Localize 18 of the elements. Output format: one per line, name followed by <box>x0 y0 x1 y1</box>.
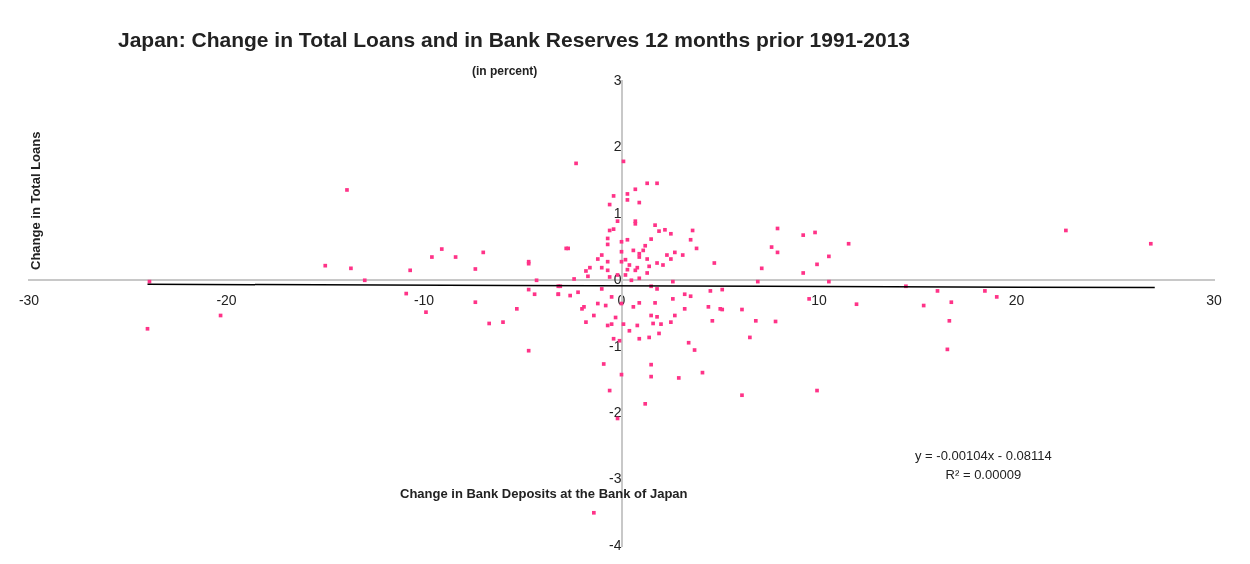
y-tick-label: 3 <box>613 71 622 88</box>
chart-title: Japan: Change in Total Loans and in Bank Reserves 12 months prior 1991-2013 <box>118 28 911 52</box>
x-axis-title: Change in Bank Deposits at the Bank of Japan <box>400 486 688 501</box>
y-tick-label: 2 <box>613 138 622 155</box>
y-tick-label: -1 <box>609 337 622 354</box>
chart-subtitle: (in percent) <box>472 64 538 78</box>
x-tick-label: -20 <box>216 291 237 308</box>
x-tick-label: 10 <box>811 291 827 308</box>
x-tick-label: -10 <box>413 291 435 308</box>
x-tick-label: 30 <box>1206 291 1222 308</box>
x-tick-label: -30 <box>18 291 40 308</box>
y-tick-label: 1 <box>613 204 622 221</box>
x-tick-label: 20 <box>1008 291 1025 308</box>
y-axis-title: Change in Total Loans <box>28 131 43 270</box>
y-tick-label: -4 <box>609 536 622 553</box>
annotation: y = -0.00104x - 0.08114 R² = 0.00009 <box>915 447 1052 484</box>
y-tick-label: -2 <box>609 404 622 420</box>
y-tick-label: -3 <box>609 470 622 487</box>
